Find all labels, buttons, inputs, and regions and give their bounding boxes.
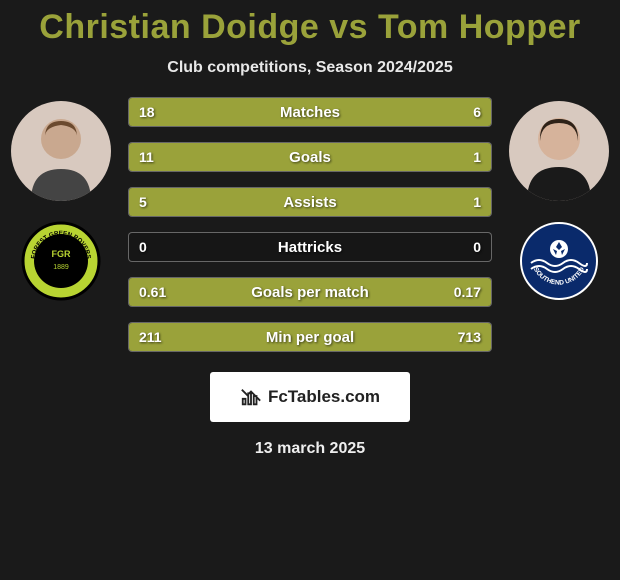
brand-logo: FcTables.com: [210, 372, 410, 422]
stat-bars: 186Matches 111Goals 51Assists 00Hattricks 0.…: [116, 97, 504, 352]
subtitle: Club competitions, Season 2024/2025: [0, 59, 620, 77]
stat-label: Hattricks: [129, 233, 491, 261]
person-icon: [11, 101, 111, 201]
svg-text:FGR: FGR: [52, 249, 71, 259]
date-text: 13 march 2025: [0, 440, 620, 458]
club-badge-icon: SOUTHEND UNITED: [519, 221, 599, 301]
stat-bar: 51Assists: [128, 187, 492, 217]
brand-text: FcTables.com: [268, 387, 380, 407]
player2-club-badge: SOUTHEND UNITED: [519, 221, 599, 301]
stat-label: Matches: [129, 98, 491, 126]
stat-bar: 00Hattricks: [128, 232, 492, 262]
player2-avatar: [509, 101, 609, 201]
vs-text: vs: [329, 8, 368, 46]
stat-label: Min per goal: [129, 323, 491, 351]
left-column: FGR 1889 FOREST GREEN ROVERS FOOTBALL CL…: [6, 97, 116, 352]
stat-bar: 211713Min per goal: [128, 322, 492, 352]
stat-bar: 111Goals: [128, 142, 492, 172]
stat-label: Goals: [129, 143, 491, 171]
player1-club-badge: FGR 1889 FOREST GREEN ROVERS FOOTBALL CL…: [21, 221, 101, 301]
stat-label: Goals per match: [129, 278, 491, 306]
club-badge-icon: FGR 1889 FOREST GREEN ROVERS FOOTBALL CL…: [21, 221, 101, 301]
stat-label: Assists: [129, 188, 491, 216]
player1-name: Christian Doidge: [39, 8, 319, 46]
comparison-content: FGR 1889 FOREST GREEN ROVERS FOOTBALL CL…: [0, 97, 620, 352]
page-title: Christian Doidge vs Tom Hopper: [0, 0, 620, 47]
stat-bar: 186Matches: [128, 97, 492, 127]
chart-icon: [240, 386, 262, 408]
player2-name: Tom Hopper: [378, 8, 581, 46]
player1-avatar: [11, 101, 111, 201]
svg-text:1889: 1889: [53, 264, 69, 271]
stat-bar: 0.610.17Goals per match: [128, 277, 492, 307]
right-column: SOUTHEND UNITED: [504, 97, 614, 352]
person-icon: [509, 101, 609, 201]
